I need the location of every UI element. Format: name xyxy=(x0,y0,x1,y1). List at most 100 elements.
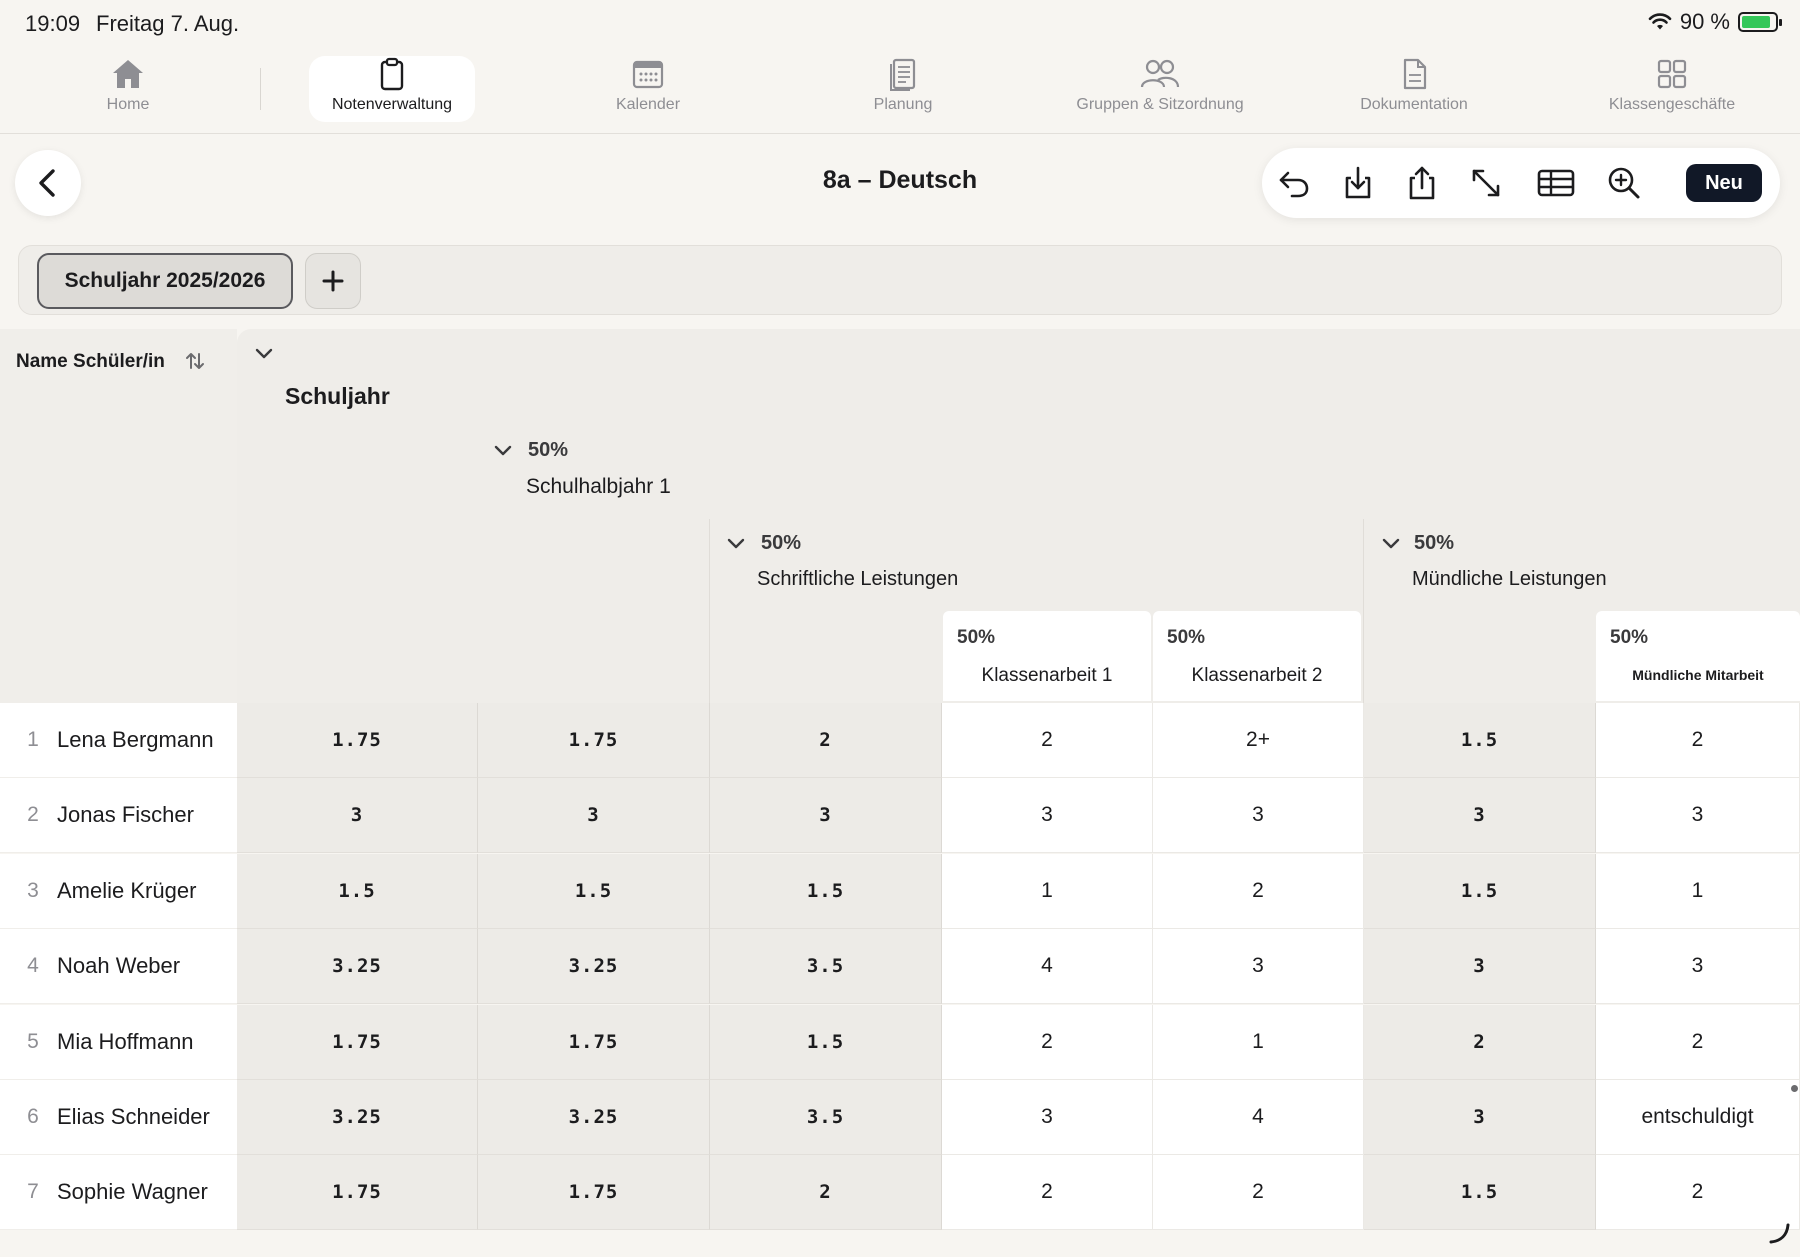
tab-label: Gruppen & Sitzordnung xyxy=(1076,96,1244,113)
wifi-icon xyxy=(1648,13,1672,30)
table-row: 7 Sophie Wagner 1.75 1.75 2 2 2 1.5 2 xyxy=(0,1155,1800,1231)
cell-klassenarbeit-2[interactable]: 3 xyxy=(1153,778,1364,854)
leaf-header-muendliche-mitarbeit[interactable]: 50% Mündliche Mitarbeit xyxy=(1596,611,1800,701)
resize-handle-icon[interactable] xyxy=(1768,1222,1790,1244)
cell-oral-average: 1.5 xyxy=(1364,1155,1596,1231)
table-view-button[interactable] xyxy=(1532,162,1580,204)
cell-klassenarbeit-2[interactable]: 4 xyxy=(1153,1080,1364,1155)
cell-muendliche-mitarbeit[interactable]: 3 xyxy=(1596,929,1800,1005)
zoom-in-icon xyxy=(1608,167,1640,199)
plus-icon xyxy=(322,270,344,292)
cell-year-average: 1.5 xyxy=(237,853,478,929)
student-name: Lena Bergmann xyxy=(57,727,214,752)
cell-klassenarbeit-1[interactable]: 2 xyxy=(942,703,1153,778)
cell-written-average: 3 xyxy=(710,778,942,854)
student-name-cell[interactable]: 3 Amelie Krüger xyxy=(0,853,237,929)
chevron-down-icon[interactable] xyxy=(493,444,513,458)
chevron-down-icon[interactable] xyxy=(1381,537,1401,551)
cell-year-average: 1.75 xyxy=(237,1004,478,1080)
cell-klassenarbeit-2[interactable]: 2+ xyxy=(1153,703,1364,778)
cell-half-average: 1.75 xyxy=(478,1155,710,1231)
sort-icon[interactable] xyxy=(184,350,206,372)
group-half-weight: 50% xyxy=(528,439,569,461)
undo-button[interactable] xyxy=(1273,162,1315,204)
group-oral-weight: 50% xyxy=(1414,532,1455,554)
cell-muendliche-mitarbeit[interactable]: entschuldigt xyxy=(1596,1080,1800,1155)
student-name-cell[interactable]: 7 Sophie Wagner xyxy=(0,1155,237,1231)
cell-klassenarbeit-2[interactable]: 3 xyxy=(1153,929,1364,1005)
import-button[interactable] xyxy=(1337,162,1379,204)
chevron-left-icon xyxy=(39,169,55,197)
cell-klassenarbeit-1[interactable]: 3 xyxy=(942,1080,1153,1155)
tab-klassengeschaefte[interactable]: Klassengeschäfte xyxy=(1590,56,1754,122)
cell-written-average: 3.5 xyxy=(710,929,942,1005)
student-name-cell[interactable]: 6 Elias Schneider xyxy=(0,1080,237,1155)
table-icon xyxy=(1537,169,1575,197)
cell-muendliche-mitarbeit[interactable]: 1 xyxy=(1596,853,1800,929)
leaf-header-klassenarbeit-2[interactable]: 50% Klassenarbeit 2 xyxy=(1153,611,1361,701)
cell-oral-average: 2 xyxy=(1364,1004,1596,1080)
column-separator xyxy=(1363,519,1364,703)
cell-half-average: 3.25 xyxy=(478,1080,710,1155)
leaf-label: Klassenarbeit 2 xyxy=(1191,665,1323,686)
cell-klassenarbeit-1[interactable]: 4 xyxy=(942,929,1153,1005)
cell-muendliche-mitarbeit[interactable]: 2 xyxy=(1596,1155,1800,1231)
leaf-header-klassenarbeit-1[interactable]: 50% Klassenarbeit 1 xyxy=(943,611,1151,701)
table-row: 5 Mia Hoffmann 1.75 1.75 1.5 2 1 2 2 xyxy=(0,1004,1800,1080)
student-name-cell[interactable]: 1 Lena Bergmann xyxy=(0,703,237,778)
cell-klassenarbeit-1[interactable]: 2 xyxy=(942,1004,1153,1080)
table-row: 2 Jonas Fischer 3 3 3 3 3 3 3 xyxy=(0,778,1800,854)
row-number: 2 xyxy=(27,803,39,827)
tab-bar: Home Notenverwaltung Kalender Planung xyxy=(0,52,1800,134)
student-name-cell[interactable]: 4 Noah Weber xyxy=(0,929,237,1005)
cell-muendliche-mitarbeit[interactable]: 2 xyxy=(1596,703,1800,778)
tab-planung[interactable]: Planung xyxy=(821,56,985,122)
tab-home[interactable]: Home xyxy=(46,56,210,122)
tab-divider xyxy=(260,68,261,110)
chevron-down-icon[interactable] xyxy=(254,347,274,361)
student-name-cell[interactable]: 5 Mia Hoffmann xyxy=(0,1004,237,1080)
expand-button[interactable] xyxy=(1465,162,1507,204)
cell-muendliche-mitarbeit[interactable]: 2 xyxy=(1596,1004,1800,1080)
cell-klassenarbeit-1[interactable]: 2 xyxy=(942,1155,1153,1231)
add-year-button[interactable] xyxy=(305,253,361,309)
share-button[interactable] xyxy=(1401,162,1443,204)
cell-klassenarbeit-1[interactable]: 3 xyxy=(942,778,1153,854)
student-name: Noah Weber xyxy=(57,953,181,979)
tab-kalender[interactable]: Kalender xyxy=(566,56,730,122)
expand-arrows-icon xyxy=(1472,169,1500,197)
tab-dokumentation[interactable]: Dokumentation xyxy=(1334,56,1494,122)
cell-year-average: 3.25 xyxy=(237,1080,478,1155)
tab-gruppen[interactable]: Gruppen & Sitzordnung xyxy=(1050,56,1270,122)
tab-label: Dokumentation xyxy=(1360,96,1468,113)
cell-muendliche-mitarbeit[interactable]: 3 xyxy=(1596,778,1800,854)
cell-klassenarbeit-2[interactable]: 2 xyxy=(1153,853,1364,929)
cell-written-average: 2 xyxy=(710,703,942,778)
cell-klassenarbeit-2[interactable]: 2 xyxy=(1153,1155,1364,1231)
leaf-label: Klassenarbeit 1 xyxy=(981,665,1113,686)
student-name-cell[interactable]: 2 Jonas Fischer xyxy=(0,778,237,854)
student-name: Jonas Fischer xyxy=(57,802,194,828)
column-separator xyxy=(709,519,710,703)
cell-klassenarbeit-1[interactable]: 1 xyxy=(942,853,1153,929)
zoom-button[interactable] xyxy=(1603,162,1645,204)
year-tabs: Schuljahr 2025/2026 xyxy=(18,245,1782,315)
back-button[interactable] xyxy=(15,150,81,216)
cell-half-average: 3 xyxy=(478,778,710,854)
status-time: 19:09 xyxy=(25,11,81,36)
scroll-indicator[interactable] xyxy=(1791,1085,1798,1092)
tab-notenverwaltung[interactable]: Notenverwaltung xyxy=(309,56,475,122)
cell-klassenarbeit-2[interactable]: 1 xyxy=(1153,1004,1364,1080)
new-button[interactable]: Neu xyxy=(1686,164,1762,202)
table-row: 6 Elias Schneider 3.25 3.25 3.5 3 4 3 entschuldi… xyxy=(0,1080,1800,1155)
group-oral-label: Mündliche Leistungen xyxy=(1412,568,1607,590)
chevron-down-icon[interactable] xyxy=(726,537,746,551)
cell-half-average: 1.5 xyxy=(478,853,710,929)
battery-percent: 90 % xyxy=(1679,9,1730,34)
row-number: 5 xyxy=(27,1029,39,1053)
undo-icon xyxy=(1279,171,1309,198)
year-chip-active[interactable]: Schuljahr 2025/2026 xyxy=(37,253,293,309)
calendar-icon xyxy=(632,60,664,89)
status-date: Freitag 7. Aug. xyxy=(96,11,240,36)
table-row: 3 Amelie Krüger 1.5 1.5 1.5 1 2 1.5 1 xyxy=(0,853,1800,929)
